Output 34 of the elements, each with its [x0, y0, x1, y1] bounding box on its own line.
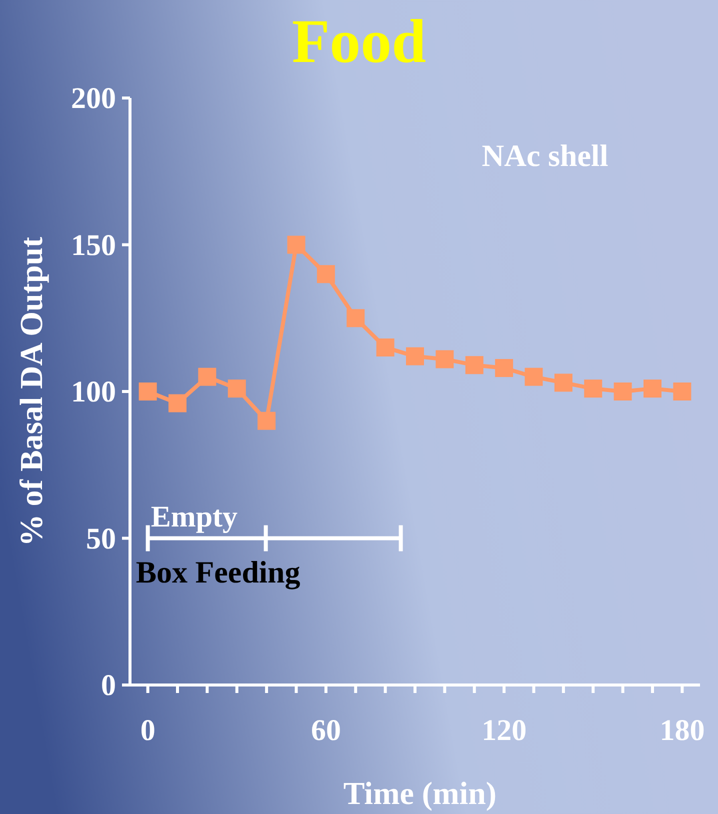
- point: [198, 368, 216, 386]
- point: [524, 368, 543, 386]
- point: [614, 382, 632, 400]
- point: [316, 265, 335, 284]
- x-tick-label: 60: [310, 714, 341, 747]
- point: [436, 350, 454, 368]
- x-tick-label: 120: [482, 714, 527, 747]
- x-axis-title: Time (min): [343, 775, 497, 811]
- annotation: NAc shell: [482, 138, 609, 173]
- point: [495, 359, 514, 378]
- annotation: Empty: [150, 500, 238, 534]
- point: [228, 380, 246, 398]
- y-tick-label: 0: [101, 669, 116, 702]
- point: [346, 309, 365, 328]
- y-tick-label: 150: [71, 228, 116, 262]
- y-tick-label: 50: [86, 522, 116, 556]
- point: [258, 412, 276, 430]
- point: [287, 236, 306, 254]
- chart-title: Food: [292, 8, 426, 76]
- point: [673, 382, 692, 400]
- x-tick-label: 180: [660, 714, 705, 747]
- point: [644, 380, 662, 398]
- point: [168, 394, 186, 412]
- x-tick-label: 0: [140, 714, 156, 747]
- point: [465, 356, 484, 374]
- annotation: Box Feeding: [136, 554, 301, 590]
- point: [376, 338, 394, 356]
- point: [584, 380, 602, 398]
- y-tick-label: 200: [71, 82, 116, 115]
- y-axis-title: % of Basal DA Output: [13, 236, 49, 546]
- point: [554, 374, 572, 392]
- point: [138, 382, 157, 400]
- y-tick-label: 100: [71, 376, 116, 408]
- point: [406, 347, 424, 366]
